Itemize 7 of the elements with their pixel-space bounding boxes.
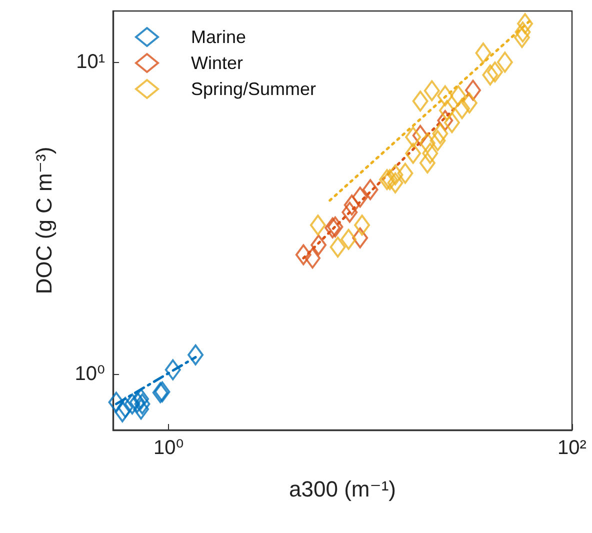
- x-tick-label: 10²: [558, 437, 587, 459]
- y-tick-label: 10¹: [76, 51, 106, 74]
- legend-label: Spring/Summer: [191, 79, 316, 99]
- y-axis-title: DOC (g C m⁻³): [32, 146, 56, 294]
- legend-label: Marine: [191, 27, 246, 47]
- legend-label: Winter: [191, 53, 244, 73]
- x-axis-title: a300 (m⁻¹): [289, 476, 396, 502]
